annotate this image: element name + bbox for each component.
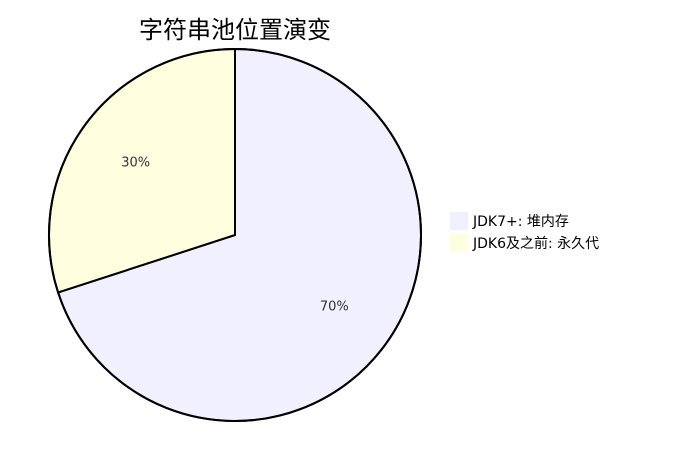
legend-label-permgen: JDK6及之前: 永久代 [473,236,600,252]
legend-item-permgen: JDK6及之前: 永久代 [450,232,599,254]
legend-swatch-heap [450,212,468,230]
legend: JDK7+: 堆内存 JDK6及之前: 永久代 [450,210,599,254]
chart-title: 字符串池位置演变 [139,16,331,44]
legend-item-heap: JDK7+: 堆内存 [450,210,599,232]
slice-label-permgen: 30% [121,155,150,170]
legend-label-heap: JDK7+: 堆内存 [473,214,569,230]
slice-label-heap: 70% [320,300,349,315]
pie-outline [48,48,422,422]
legend-swatch-permgen [450,234,468,252]
